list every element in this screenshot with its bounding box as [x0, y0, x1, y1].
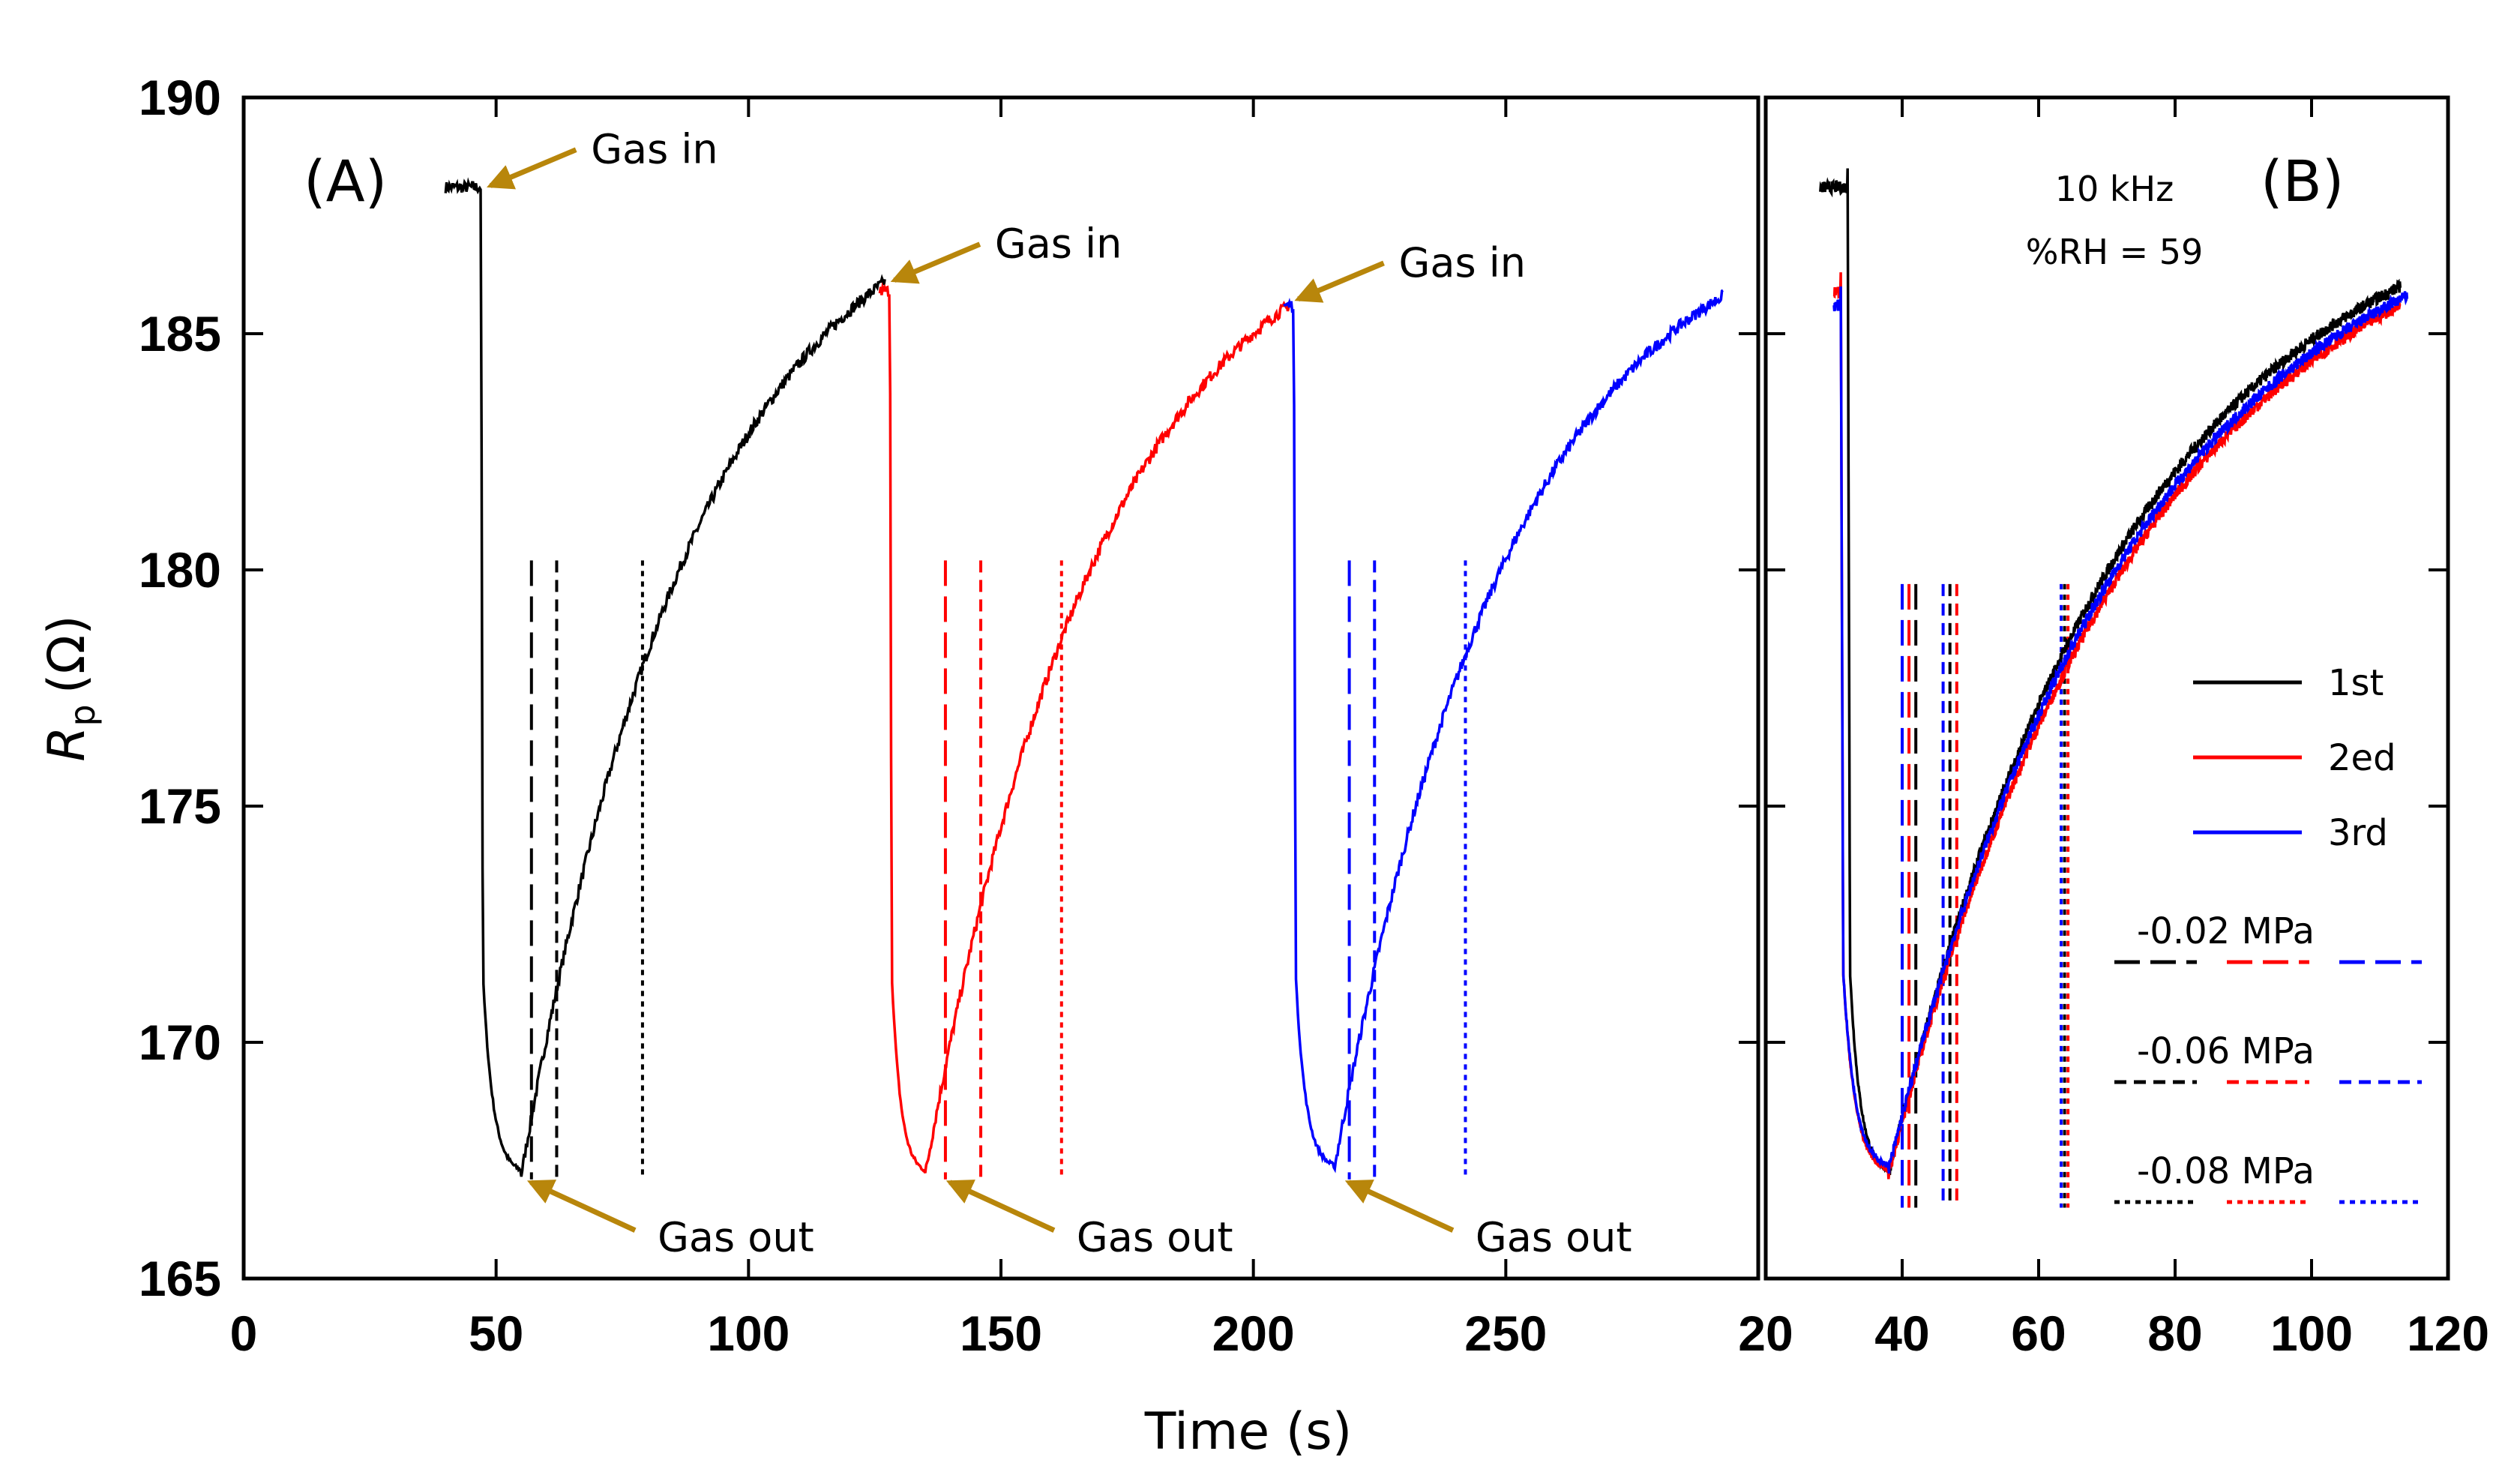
- humidity-condition: %RH = 59: [2026, 232, 2204, 272]
- legend-label-1st: 1st: [2328, 662, 2384, 704]
- legend: 1st 2ed 3rd -0.02 MPa -0.06 MPa -0.08 MPa: [2114, 662, 2422, 1204]
- b-series-1st: [1819, 168, 2402, 1176]
- a-ytick-label: 180: [139, 542, 221, 598]
- gas-out-label: Gas out: [1077, 1214, 1233, 1261]
- panel-a-title: (A): [304, 148, 387, 214]
- legend-label-2ed: 2ed: [2328, 737, 2396, 779]
- legend-pressure-0: -0.02 MPa: [2137, 910, 2315, 952]
- panel-b-markers: [1901, 583, 2070, 1208]
- gas-out-label: Gas out: [658, 1214, 814, 1261]
- panel-b-series: [1819, 168, 2409, 1180]
- panel-b-title: (B): [2261, 148, 2344, 214]
- y-axis-title: Rp (Ω): [37, 615, 103, 761]
- a-series-1st: [444, 177, 886, 1177]
- a-xtick-label: 250: [1464, 1306, 1547, 1361]
- a-xtick-label: 50: [469, 1306, 523, 1361]
- legend-label-3rd: 3rd: [2328, 812, 2388, 854]
- a-xtick-label: 100: [707, 1306, 790, 1361]
- panel-b-label: (B): [2261, 148, 2344, 214]
- a-ytick-label: 170: [139, 1015, 221, 1070]
- panel-a-markers: [529, 560, 1467, 1180]
- panel-a-label: (A): [304, 148, 387, 214]
- b-xtick-label: 120: [2407, 1306, 2489, 1361]
- gas-arrow: [526, 1180, 637, 1233]
- y-axis-unit: (Ω): [37, 615, 97, 694]
- gas-arrows: Gas in Gas in Gas in Gas out Gas out Gas out: [487, 126, 1632, 1261]
- panel-b-ticks: 20 40 60 80 100 120: [1738, 96, 2489, 1361]
- b-xtick-label: 20: [1738, 1306, 1793, 1361]
- gas-arrow: [1294, 260, 1385, 303]
- gas-out-label: Gas out: [1476, 1214, 1632, 1261]
- gas-arrow: [1344, 1180, 1455, 1233]
- legend-pressure-2: -0.08 MPa: [2137, 1150, 2315, 1192]
- a-series-2ed: [878, 282, 1290, 1174]
- panel-a-frame: [241, 95, 1760, 1281]
- a-ytick-label: 165: [139, 1251, 221, 1306]
- x-axis-title: Time (s): [1144, 1402, 1353, 1462]
- legend-pressure-1: -0.06 MPa: [2137, 1030, 2315, 1072]
- gas-in-label: Gas in: [995, 220, 1122, 268]
- panel-a-ticks: 0 50 100 150 200 250 165 170 175 180 185 190: [139, 70, 1758, 1361]
- b-series-3rd: [1832, 286, 2409, 1174]
- a-ytick-label: 190: [139, 70, 221, 125]
- panel-b-frame: [1763, 95, 2450, 1281]
- gas-arrow: [487, 147, 577, 190]
- b-xtick-label: 60: [2011, 1306, 2066, 1361]
- b-xtick-label: 40: [1874, 1306, 1929, 1361]
- b-xtick-label: 100: [2270, 1306, 2353, 1361]
- gas-in-label: Gas in: [591, 126, 718, 173]
- b-xtick-label: 80: [2147, 1306, 2202, 1361]
- frequency-condition: 10 kHz: [2055, 169, 2174, 209]
- gas-arrow: [945, 1180, 1056, 1233]
- svg-text:Rp(Ω): Rp (Ω): [37, 615, 103, 761]
- gas-arrow: [890, 241, 981, 284]
- a-xtick-label: 200: [1212, 1306, 1295, 1361]
- a-xtick-label: 150: [960, 1306, 1042, 1361]
- a-series-3rd: [1283, 289, 1724, 1174]
- y-axis-subscript: p: [62, 704, 103, 726]
- gas-in-label: Gas in: [1399, 239, 1526, 286]
- y-axis-symbol: R: [37, 726, 97, 761]
- a-ytick-label: 185: [139, 306, 221, 361]
- a-ytick-label: 175: [139, 778, 221, 834]
- b-series-2ed: [1832, 272, 2402, 1180]
- a-xtick-label: 0: [230, 1306, 258, 1361]
- panel-a-series: [444, 177, 1724, 1177]
